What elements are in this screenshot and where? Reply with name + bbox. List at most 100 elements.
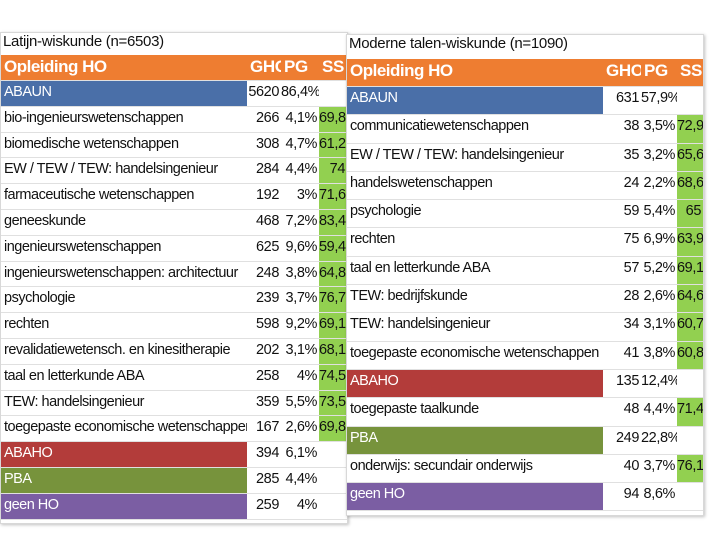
cell-gho: 468 — [256, 212, 279, 229]
cell-ss — [319, 81, 347, 106]
table-row: geneeskunde 468 7,2% 83,4 — [1, 209, 347, 236]
column-header-ss: SS — [322, 57, 344, 76]
table-row: farmaceutische wetenschappen 192 3% 71,6 — [1, 184, 347, 210]
cell-opleiding: handelswetenschappen — [350, 174, 493, 191]
cell-gho: 598 — [256, 316, 279, 333]
cell-pg: 4,4% — [643, 401, 676, 418]
cell-opleiding: rechten — [350, 231, 395, 248]
table-row-geen: geen HO 94 8,6% — [347, 483, 703, 512]
table-row: toegepaste economische wetenschappen 41 3,… — [347, 341, 703, 370]
table-row: communicatiewetenschappen 38 3,5% 72,9 — [347, 115, 703, 144]
table-row: rechten 75 6,9% 63,9 — [347, 228, 703, 257]
cell-pg: 3,5% — [643, 118, 676, 135]
cell-ss: 69,1 — [319, 313, 347, 338]
cell-pg: 3,7% — [285, 290, 318, 307]
table-row: TEW: handelsingenieur 34 3,1% 60,7 — [347, 313, 703, 342]
cell-ss — [319, 494, 347, 519]
cell-ss: 60,8 — [677, 341, 703, 369]
cell-pg: 4% — [296, 367, 318, 384]
cell-gho: 394 — [256, 445, 279, 462]
column-header-opleiding: Opleiding HO — [4, 57, 107, 76]
cell-opleiding: ingenieurswetenschappen — [4, 238, 162, 255]
cell-gho: 59 — [623, 203, 640, 220]
cell-gho: 284 — [256, 161, 279, 178]
cell-ss: 73,5 — [319, 390, 347, 416]
cell-ss: 69,1 — [677, 256, 703, 285]
cell-gho: 135 — [616, 372, 639, 389]
cell-ss: 61,2 — [319, 132, 347, 158]
cell-ss: 71,4 — [677, 398, 703, 426]
results-table: Opleiding HO GHO PG SS ABAUN 631 57,9% communic… — [347, 59, 703, 512]
cell-opleiding: geen HO — [347, 483, 603, 511]
cell-pg: 86,4% — [281, 84, 319, 100]
cell-pg: 9,6% — [285, 238, 318, 255]
cell-ss: 74,5 — [319, 364, 347, 390]
cell-opleiding: farmaceutische wetenschappen — [4, 187, 194, 204]
cell-pg: 2,6% — [643, 288, 676, 305]
cell-gho: 57 — [623, 259, 640, 276]
cell-pg: 12,4% — [641, 372, 677, 389]
cell-opleiding: EW / TEW / TEW: handelsingenieur — [350, 146, 564, 163]
cell-ss — [319, 442, 347, 467]
cell-opleiding: ABAHO — [347, 369, 603, 398]
cell-ss: 68,6 — [677, 171, 703, 200]
table-row-abaho: ABAHO 135 12,4% — [347, 369, 703, 399]
column-header-gho: GHO — [250, 57, 281, 76]
cell-ss: 64,8 — [319, 261, 347, 287]
cell-opleiding: taal en letterkunde ABA — [350, 259, 491, 276]
cell-ss — [319, 468, 347, 493]
cell-opleiding: communicatiewetenschappen — [350, 118, 529, 135]
cell-opleiding: taal en letterkunde ABA — [4, 367, 145, 384]
table-row: revalidatiewetensch. en kinesitherapie 20… — [1, 338, 347, 365]
cell-ss: 74 — [319, 158, 347, 184]
table-row-abaun: ABAUN 5620 86,4% — [1, 81, 347, 107]
cell-gho: 41 — [623, 344, 640, 361]
table-row: handelswetenschappen 24 2,2% 68,6 — [347, 171, 703, 201]
cell-ss: 65 — [677, 200, 703, 228]
cell-opleiding: TEW: handelsingenieur — [350, 316, 490, 333]
cell-pg: 3,2% — [643, 146, 676, 163]
moderne-talen-wiskunde-panel: Moderne talen-wiskunde (n=1090) Opleidin… — [346, 34, 704, 516]
table-row: TEW: bedrijfskunde 28 2,6% 64,6 — [347, 285, 703, 314]
cell-opleiding: toegepaste economische wetenschappen — [4, 419, 247, 436]
cell-ss: 60,7 — [677, 313, 703, 341]
cell-pg: 3,8% — [643, 344, 676, 361]
cell-ss: 68,1 — [319, 338, 347, 364]
cell-opleiding: ABAUN — [347, 87, 603, 115]
cell-pg: 4,7% — [285, 135, 318, 152]
cell-ss — [677, 87, 703, 114]
cell-gho: 359 — [256, 393, 279, 410]
cell-opleiding: rechten — [4, 316, 49, 333]
cell-opleiding: revalidatiewetensch. en kinesitherapie — [4, 341, 231, 358]
cell-gho: 28 — [623, 288, 640, 305]
cell-gho: 48 — [623, 401, 640, 418]
table-row-abaun: ABAUN 631 57,9% — [347, 87, 703, 116]
column-header-opleiding: Opleiding HO — [350, 61, 453, 80]
table-row: EW / TEW / TEW: handelsingenieur 284 4,4% 7… — [1, 158, 347, 185]
cell-pg: 2,2% — [643, 174, 676, 191]
cell-gho: 308 — [256, 135, 279, 152]
cell-gho: 38 — [623, 118, 640, 135]
cell-opleiding: geneeskunde — [4, 212, 86, 229]
cell-ss: 76,1 — [677, 454, 703, 483]
table-row: biomedische wetenschappen 308 4,7% 61,2 — [1, 132, 347, 159]
cell-opleiding: onderwijs: secundair onderwijs — [350, 457, 533, 474]
table-row: toegepaste economische wetenschappen 167 2… — [1, 416, 347, 443]
table-row: onderwijs: secundair onderwijs 40 3,7% 76,1 — [347, 454, 703, 484]
cell-ss: 71,6 — [319, 184, 347, 209]
cell-ss — [677, 370, 703, 397]
cell-pg: 6,1% — [285, 445, 318, 462]
cell-gho: 75 — [623, 231, 640, 248]
cell-gho: 167 — [256, 419, 279, 436]
cell-gho: 34 — [623, 316, 640, 333]
table-row: EW / TEW / TEW: handelsingenieur 35 3,2% 65… — [347, 143, 703, 172]
cell-pg: 22,8% — [641, 429, 677, 446]
cell-opleiding: ABAUN — [1, 81, 247, 106]
panel-title: Moderne talen-wiskunde (n=1090) — [349, 35, 568, 52]
cell-opleiding: psychologie — [4, 290, 76, 307]
cell-gho: 40 — [623, 457, 640, 474]
cell-gho: 202 — [256, 341, 279, 358]
column-header-pg: PG — [644, 61, 668, 80]
cell-gho: 24 — [623, 174, 640, 191]
